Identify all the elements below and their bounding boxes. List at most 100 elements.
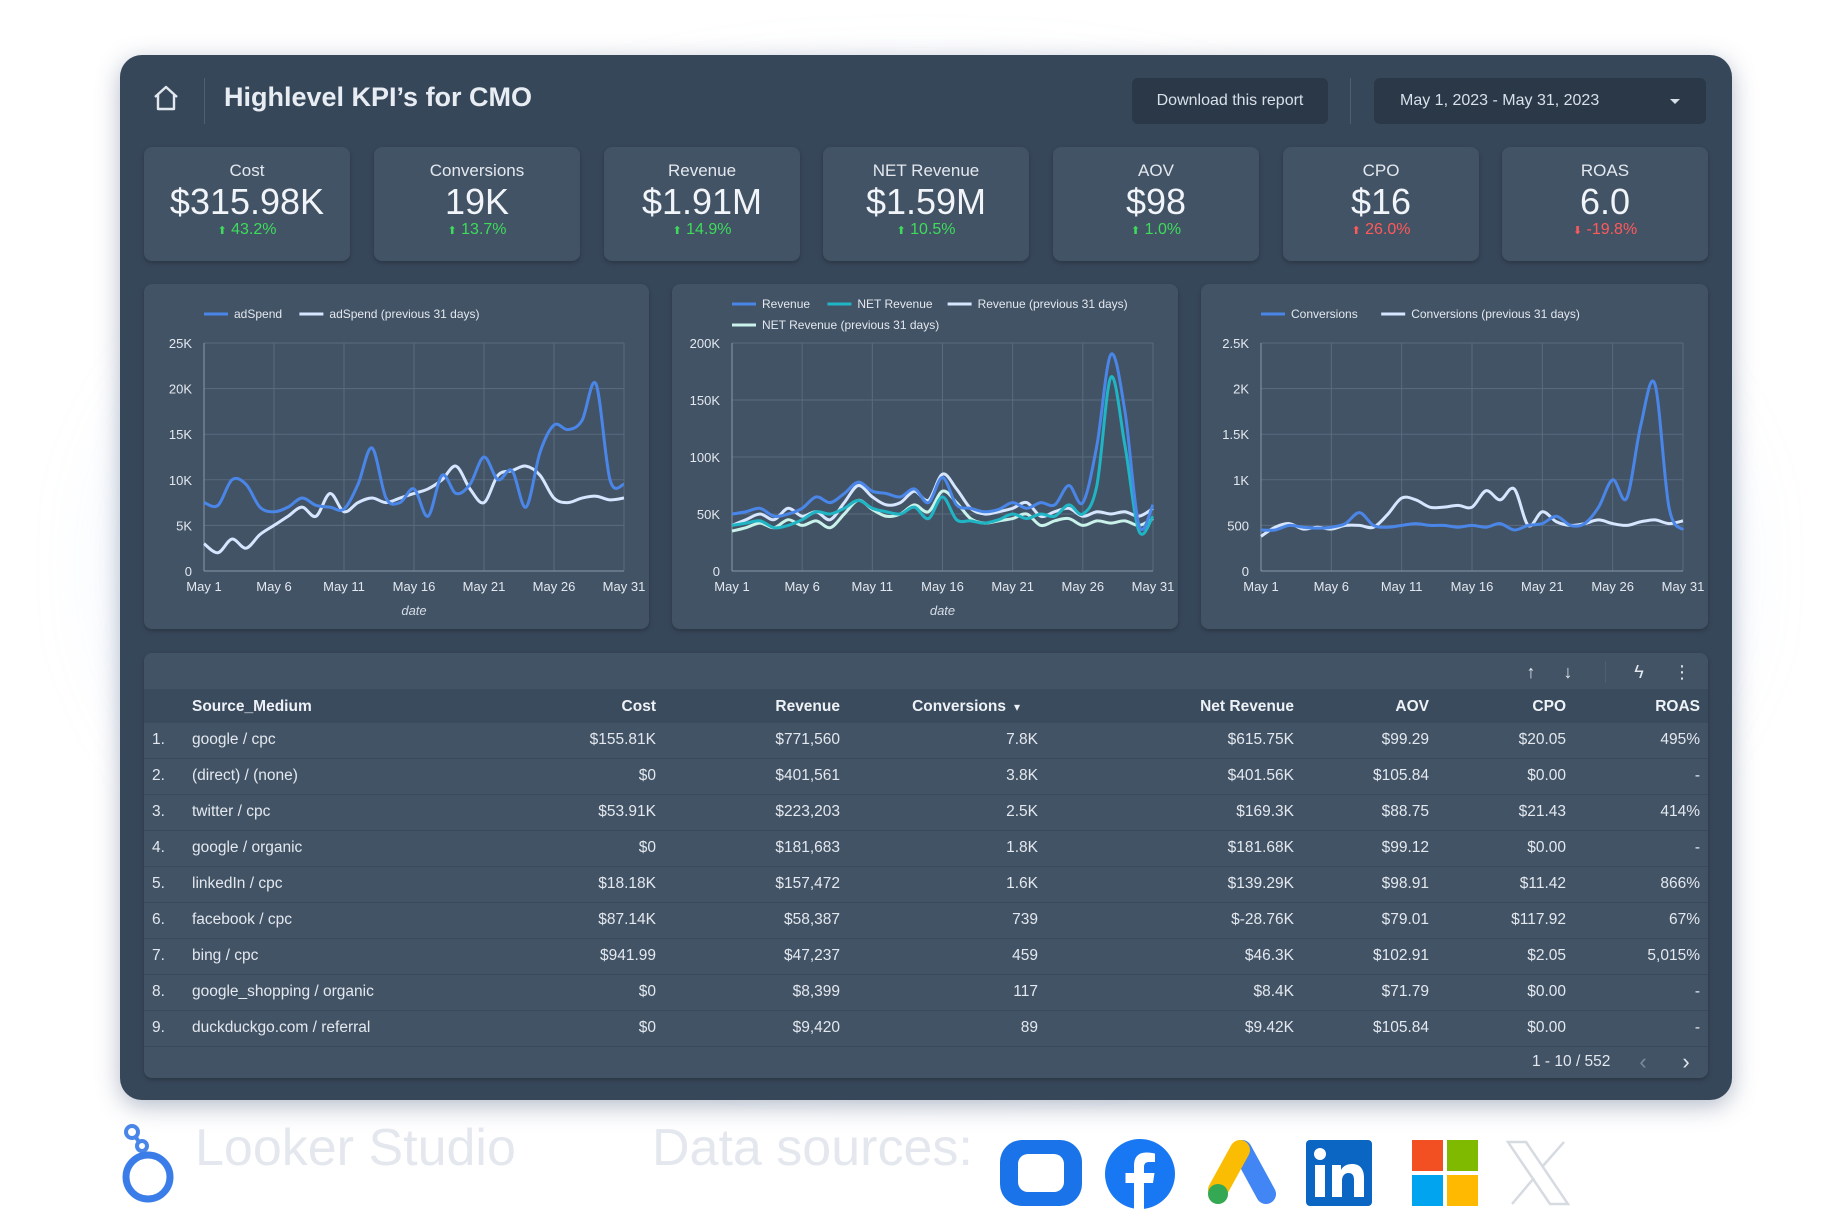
table-row[interactable]: 1. google / cpc $155.81K $771,560 7.8K $615.7… bbox=[144, 723, 1708, 759]
grid bbox=[731, 342, 1154, 572]
header-divider bbox=[1350, 78, 1351, 124]
table-row[interactable]: 6. facebook / cpc $87.14K $58,387 739 $-28.76… bbox=[144, 903, 1708, 939]
series-line-net-revenue-previous-31-days- bbox=[731, 489, 1154, 533]
arrow-down-icon[interactable]: ↓ bbox=[1563, 662, 1573, 682]
x-tick-label: May 11 bbox=[323, 579, 365, 594]
metric-cell: - bbox=[1694, 839, 1700, 856]
x-tick-label: May 31 bbox=[1132, 579, 1175, 594]
x-tick-label: May 1 bbox=[1243, 579, 1278, 594]
kpi-value: $1.59M bbox=[865, 181, 987, 222]
page-title: Highlevel KPI’s for CMO bbox=[224, 82, 533, 112]
column-header-net-revenue[interactable]: Net Revenue bbox=[1200, 698, 1294, 716]
table-row[interactable]: 5. linkedIn / cpc $18.18K $157,472 1.6K $139.… bbox=[144, 867, 1708, 903]
table-row[interactable]: 3. twitter / cpc $53.91K $223,203 2.5K $169.3… bbox=[144, 795, 1708, 831]
adspend-line-chart: 0 5K 10K 15K 20K 25K May 1 May 6 May 11 May 16 May… bbox=[169, 307, 645, 618]
series-line-conversions bbox=[1260, 379, 1685, 532]
metric-cell: $771,560 bbox=[775, 731, 840, 748]
metric-cell: $139.29K bbox=[1227, 875, 1294, 892]
column-header-source-medium[interactable]: Source_Medium bbox=[192, 698, 312, 716]
metric-cell: $615.75K bbox=[1227, 731, 1294, 748]
metric-cell: $98.91 bbox=[1381, 875, 1429, 892]
metric-cell: $157,472 bbox=[775, 875, 840, 892]
table-row[interactable]: 8. google_shopping / organic $0 $8,399 117 $8… bbox=[144, 975, 1708, 1011]
metric-cell: $155.81K bbox=[589, 731, 656, 748]
metric-cell: $71.79 bbox=[1381, 983, 1429, 1000]
metric-cell: $401,561 bbox=[775, 767, 840, 784]
y-tick-label: 50K bbox=[697, 507, 720, 522]
legend-label: Revenue bbox=[762, 297, 810, 311]
metric-cell: - bbox=[1694, 767, 1700, 784]
metric-cell: 866% bbox=[1660, 875, 1700, 892]
column-header-aov[interactable]: AOV bbox=[1395, 698, 1429, 716]
kpi-card-cost: Cost $315.98K ⬆ 43.2% bbox=[144, 147, 350, 261]
microsoft-icon bbox=[1412, 1140, 1478, 1206]
kpi-change: ⬆ 10.5% bbox=[823, 221, 1029, 239]
kpi-value: 19K bbox=[444, 181, 510, 222]
table-row[interactable]: 4. google / organic $0 $181,683 1.8K $181.68K… bbox=[144, 831, 1708, 867]
kpi-value: $98 bbox=[1125, 181, 1187, 222]
column-header-cpo[interactable]: CPO bbox=[1532, 698, 1566, 716]
y-tick-label: 2K bbox=[1233, 382, 1249, 397]
x-tick-label: May 16 bbox=[393, 579, 436, 594]
home-icon[interactable] bbox=[152, 84, 180, 112]
metric-cell: $18.18K bbox=[598, 875, 656, 892]
kpi-change-value: 26.0% bbox=[1365, 221, 1411, 238]
metric-cell: $0 bbox=[638, 767, 656, 784]
legend-label: Conversions bbox=[1291, 307, 1358, 321]
kpi-card-revenue: Revenue $1.91M ⬆ 14.9% bbox=[604, 147, 800, 261]
x-tick-label: May 26 bbox=[533, 579, 576, 594]
y-tick-label: 150K bbox=[690, 393, 721, 408]
arrow-up-icon: ⬆ bbox=[1130, 225, 1141, 237]
data-sources-label: Data sources: bbox=[652, 1119, 973, 1177]
table-row[interactable]: 7. bing / cpc $941.99 $47,237 459 $46.3K $102.… bbox=[144, 939, 1708, 975]
y-tick-label: 25K bbox=[169, 336, 192, 351]
date-range-select[interactable]: May 1, 2023 - May 31, 2023 bbox=[1374, 78, 1706, 124]
y-tick-label: 10K bbox=[169, 473, 192, 488]
bolt-icon[interactable]: ϟ bbox=[1634, 662, 1644, 682]
download-report-button[interactable]: Download this report bbox=[1132, 78, 1328, 124]
y-tick-label: 15K bbox=[169, 427, 192, 442]
column-header-conversions[interactable]: Conversions ▾ bbox=[912, 698, 1020, 716]
column-header-revenue[interactable]: Revenue bbox=[775, 698, 840, 716]
legend-label: adSpend bbox=[234, 307, 282, 321]
more-vertical-icon[interactable]: ⋮ bbox=[1673, 662, 1691, 682]
source-medium-cell: google / cpc bbox=[192, 731, 276, 748]
y-tick-label: 20K bbox=[169, 382, 192, 397]
x-tick-label: May 6 bbox=[256, 579, 291, 594]
metric-cell: $21.43 bbox=[1518, 803, 1566, 820]
metric-cell: 739 bbox=[1012, 911, 1038, 928]
source-medium-cell: google_shopping / organic bbox=[192, 983, 374, 1000]
legend-label: Conversions (previous 31 days) bbox=[1411, 307, 1580, 321]
metric-cell: $105.84 bbox=[1372, 767, 1429, 784]
arrow-up-icon[interactable]: ↑ bbox=[1526, 662, 1536, 682]
metric-cell: $2.05 bbox=[1527, 947, 1566, 964]
column-header-roas[interactable]: ROAS bbox=[1655, 698, 1700, 716]
metric-cell: $0 bbox=[638, 1019, 656, 1036]
x-tick-label: May 11 bbox=[1381, 579, 1423, 594]
metric-cell: $9,420 bbox=[792, 1019, 840, 1036]
row-index: 7. bbox=[152, 947, 165, 964]
chevron-left-icon[interactable]: ‹ bbox=[1639, 1049, 1647, 1074]
metric-cell: $0 bbox=[638, 983, 656, 1000]
row-index: 4. bbox=[152, 839, 165, 856]
x-tick-label: May 21 bbox=[991, 579, 1034, 594]
chevron-right-icon[interactable]: › bbox=[1682, 1049, 1690, 1074]
row-index: 3. bbox=[152, 803, 165, 820]
table-row[interactable]: 2. (direct) / (none) $0 $401,561 3.8K $401.56… bbox=[144, 759, 1708, 795]
column-header-cost[interactable]: Cost bbox=[622, 698, 656, 716]
metric-cell: $223,203 bbox=[775, 803, 840, 820]
metric-cell: $99.29 bbox=[1381, 731, 1429, 748]
series-line-adspend-previous-31-days- bbox=[203, 464, 625, 555]
chevron-down-icon bbox=[1670, 99, 1680, 104]
legend-label: adSpend (previous 31 days) bbox=[329, 307, 479, 321]
metric-cell: 495% bbox=[1660, 731, 1700, 748]
table-row[interactable]: 9. duckduckgo.com / referral $0 $9,420 89 $9.… bbox=[144, 1011, 1708, 1047]
metric-cell: 1.8K bbox=[1006, 839, 1038, 856]
kpi-change: ⬆ 43.2% bbox=[144, 221, 350, 239]
metric-cell: - bbox=[1694, 983, 1700, 1000]
source-medium-cell: linkedIn / cpc bbox=[192, 875, 283, 892]
kpi-card-aov: AOV $98 ⬆ 1.0% bbox=[1053, 147, 1259, 261]
series-line-adspend bbox=[203, 380, 625, 518]
metric-cell: $941.99 bbox=[599, 947, 656, 964]
column-header-label: Cost bbox=[621, 698, 656, 715]
